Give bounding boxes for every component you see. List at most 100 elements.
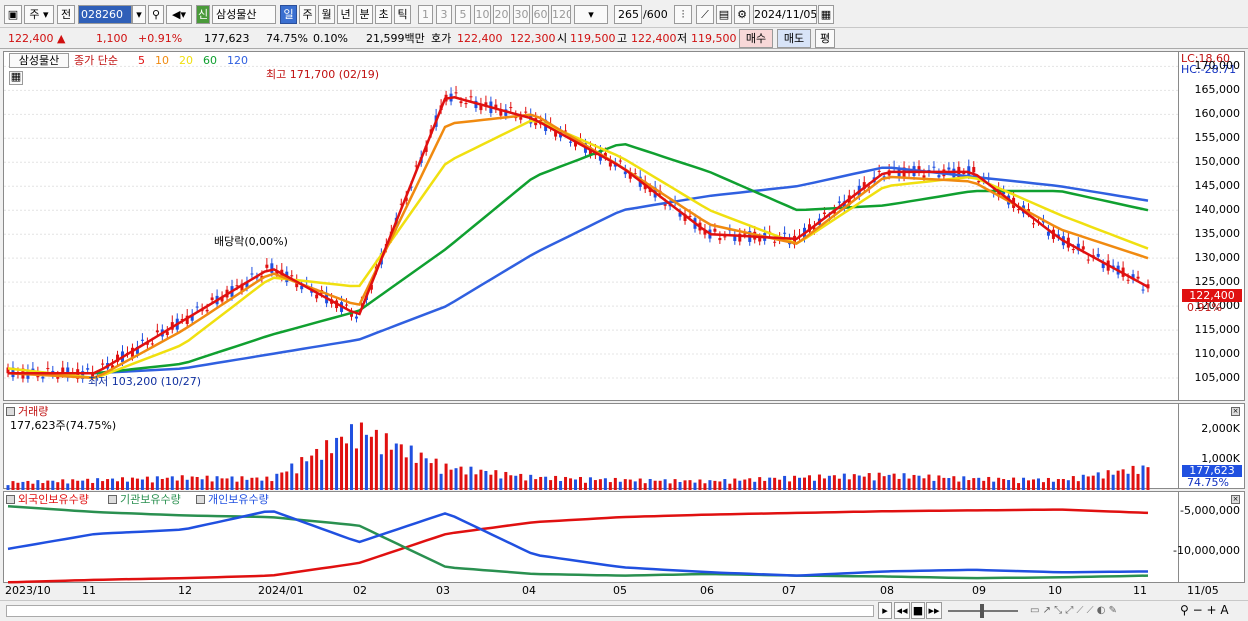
candle-body <box>235 285 239 287</box>
holder-series-icon[interactable] <box>196 495 205 504</box>
volume-bar <box>220 478 224 490</box>
volume-bar <box>195 476 199 490</box>
chart-title[interactable]: 삼성물산 <box>9 53 69 68</box>
interval-button[interactable]: 5 <box>455 5 471 24</box>
holder-tick: -5,000,000 <box>1180 504 1240 517</box>
interval-custom-select[interactable]: ▾ <box>574 5 608 24</box>
interval-button[interactable]: 60 <box>532 5 549 24</box>
count-max: /600 <box>643 8 668 21</box>
ma-legend-item[interactable]: 20 <box>179 54 193 67</box>
sell-button[interactable]: 매도 <box>777 29 811 48</box>
ma-legend-item[interactable]: 10 <box>155 54 169 67</box>
volume-bar <box>111 478 115 490</box>
volume-bar <box>479 469 483 490</box>
period-button[interactable]: 초 <box>375 5 392 24</box>
holder-close-icon[interactable]: × <box>1231 495 1240 504</box>
candle-body <box>111 365 115 369</box>
volume-bar <box>633 481 637 490</box>
period-button[interactable]: 일 <box>280 5 297 24</box>
interval-button[interactable]: 120 <box>551 5 571 24</box>
trade-amount: 21,599백만 <box>366 32 425 45</box>
date-input[interactable]: 2024/11/05 <box>753 5 817 24</box>
candle-body <box>514 117 518 119</box>
candle-type-icon[interactable]: ⫶ <box>674 5 692 24</box>
forward-icon[interactable]: ▸▸ <box>926 602 942 619</box>
scroll-track[interactable] <box>6 605 874 617</box>
candle-body <box>185 315 189 324</box>
period-button[interactable]: 주 <box>299 5 316 24</box>
ma-legend-item[interactable]: 120 <box>227 54 248 67</box>
ma-legend-item[interactable]: 60 <box>203 54 217 67</box>
x-tick-label: 12 <box>178 584 192 597</box>
period-button[interactable]: 분 <box>356 5 373 24</box>
candle-body <box>574 142 578 147</box>
count-input[interactable]: 265 <box>614 5 642 24</box>
market-select[interactable]: 주 ▾ <box>24 5 54 24</box>
volume-close-icon[interactable]: × <box>1231 407 1240 416</box>
speaker-icon[interactable]: ◀▾ <box>166 5 192 24</box>
volume-bar <box>245 479 249 490</box>
save-icon[interactable]: ▤ <box>716 5 732 24</box>
volume-bar <box>86 478 90 490</box>
last-price-tag: 122,400 <box>1182 289 1242 302</box>
holder-series-icon[interactable] <box>108 495 117 504</box>
volume-bar <box>71 479 75 490</box>
interval-button[interactable]: 1 <box>418 5 433 24</box>
holder-chart-panel[interactable]: 외국인보유수량 기관보유수량 개인보유수량 <box>3 491 1179 584</box>
volume-bar <box>977 477 981 490</box>
search-icon[interactable]: ⚲ <box>148 5 164 24</box>
volume-chart-panel[interactable]: 거래량 177,623주(74.75%) <box>3 403 1179 490</box>
volume-bar <box>559 481 563 490</box>
volume-bar <box>354 448 358 490</box>
volume-bar <box>116 481 120 490</box>
interval-button[interactable]: 3 <box>436 5 452 24</box>
volume-bar <box>693 482 697 490</box>
candle-body <box>140 339 144 341</box>
volume-bar <box>240 476 244 490</box>
zoom-slider-handle[interactable] <box>980 604 984 618</box>
volume-bar <box>917 475 921 490</box>
interval-button[interactable]: 30 <box>513 5 530 24</box>
rewind-icon[interactable]: ◂◂ <box>894 602 910 619</box>
candle-body <box>932 166 936 168</box>
volume-bar <box>1017 483 1021 490</box>
period-button[interactable]: 틱 <box>394 5 411 24</box>
code-input[interactable]: 028260 <box>78 5 132 24</box>
ma-legend-item[interactable]: 5 <box>138 54 145 67</box>
volume-bar <box>1076 481 1080 490</box>
holder-legend-item: 기관보유수량 <box>120 493 181 506</box>
candle-body <box>509 107 513 109</box>
avg-button[interactable]: 평 <box>815 29 835 48</box>
line-tool-icon[interactable]: ⟋ <box>696 5 714 24</box>
last-volume-pct: 74.75% <box>1187 476 1229 489</box>
code-dropdown-icon[interactable]: ▾ <box>132 5 146 24</box>
calendar-icon[interactable]: ▦ <box>818 5 834 24</box>
buy-button[interactable]: 매수 <box>739 29 773 48</box>
holder-series-icon[interactable] <box>6 495 15 504</box>
candle-body <box>46 368 50 370</box>
period-button[interactable]: 월 <box>318 5 335 24</box>
zoom-tools-icon[interactable]: ⚲ − + A <box>1180 603 1229 617</box>
holder-line-1 <box>7 504 1149 580</box>
volume-panel-icon[interactable] <box>6 407 15 416</box>
grid-toggle-icon[interactable]: ▦ <box>9 71 23 85</box>
candle-body <box>977 180 981 183</box>
volume-bar <box>663 479 667 490</box>
high-annotation: 최고 171,700 (02/19) <box>266 68 380 81</box>
layout-icon[interactable]: ▣ <box>4 5 22 24</box>
volume-bar <box>882 476 886 490</box>
drawing-tools-icon[interactable]: ▭ ↗ ⤡ ⤢ ⟋ ⟋ ◐ ✎ <box>1030 605 1117 616</box>
volume-bar <box>255 477 259 490</box>
scroll-right-icon[interactable]: ▸ <box>878 602 892 619</box>
stop-icon[interactable]: ■ <box>911 602 925 619</box>
interval-button[interactable]: 10 <box>474 5 491 24</box>
settings-icon[interactable]: ⚙ <box>734 5 750 24</box>
candle-body <box>678 212 682 217</box>
volume-bar <box>130 477 134 490</box>
period-button[interactable]: 년 <box>337 5 354 24</box>
prev-button[interactable]: 전 <box>57 5 75 24</box>
interval-button[interactable]: 20 <box>493 5 510 24</box>
price-chart-panel[interactable]: 삼성물산 종가 단순 5 10 20 60 120 ▦ 최고 171,700 (02/1… <box>3 51 1180 401</box>
volume-bar <box>658 480 662 490</box>
volume-bar <box>101 481 105 490</box>
